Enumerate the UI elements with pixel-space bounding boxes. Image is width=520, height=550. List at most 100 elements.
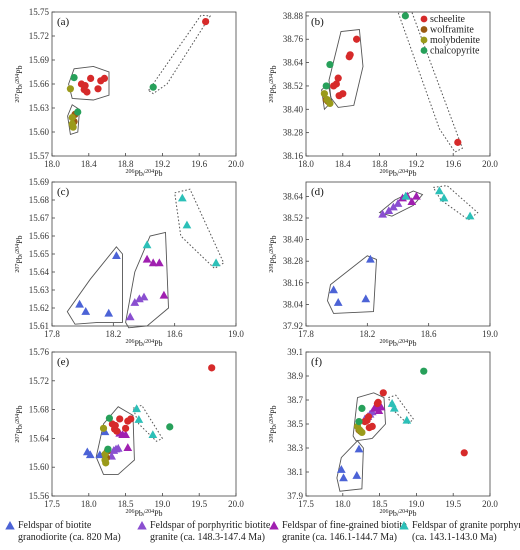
- x-tick-label: 19.0: [228, 329, 244, 339]
- series-biotite-granodiorite: [336, 444, 364, 482]
- y-tick-label: 15.66: [29, 231, 50, 241]
- series-molybdenite: [99, 424, 110, 467]
- legend-triangle: [269, 521, 279, 530]
- series-chalcopyrite: [355, 367, 428, 426]
- plot-frame: [305, 181, 491, 327]
- data-envelope-dotted: [147, 14, 212, 95]
- data-envelope: [66, 246, 123, 325]
- y-axis-label: 207Pb/204Pb: [15, 405, 24, 442]
- x-tick-label: 18.8: [372, 159, 388, 169]
- data-point-circle: [454, 138, 462, 146]
- data-point-triangle: [154, 258, 164, 267]
- data-point-triangle: [389, 202, 398, 211]
- y-axis-label: 207Pb/204Pb: [15, 235, 24, 272]
- series-granite-porphyry: [401, 186, 475, 220]
- x-axis-label: 206Pb/204Pb: [379, 509, 416, 518]
- panel-d: 17.8 18.2 18.6 19.0 37.92 38.04 38.16 38.28 38.4…: [269, 181, 498, 348]
- data-point-triangle: [366, 254, 375, 263]
- data-point-triangle: [412, 191, 421, 200]
- data-point-triangle: [339, 473, 348, 482]
- x-tick-label: 18.0: [298, 159, 314, 169]
- data-point-circle: [102, 459, 110, 467]
- data-point-circle: [122, 424, 130, 432]
- data-point-circle: [355, 418, 363, 426]
- series-scheelite: [77, 18, 210, 96]
- data-point-triangle: [104, 308, 114, 317]
- data-envelope: [125, 231, 169, 329]
- series-chalcopyrite: [104, 414, 174, 453]
- x-tick-label: 18.6: [167, 329, 183, 339]
- panel-c: 17.8 18.2 18.6 19.0 15.61 15.62 15.63 15.64 15.6…: [15, 177, 244, 348]
- series-molybdenite: [353, 422, 366, 436]
- data-point-circle: [113, 427, 121, 435]
- series-granite-porphyry: [132, 404, 158, 439]
- x-tick-label: 18.5: [372, 499, 388, 509]
- data-point-triangle: [134, 415, 144, 423]
- panel-label: (f): [311, 356, 322, 368]
- panel-a: 18.0 18.4 18.8 19.2 19.6 20.0 15.57 15.60 15.63 1…: [15, 7, 244, 178]
- x-tick-label: 20.0: [228, 159, 244, 169]
- data-point-triangle: [465, 211, 475, 220]
- data-point-triangle: [336, 465, 346, 473]
- data-point-circle: [69, 123, 77, 131]
- legend-label-line1: Feldspar of biotite: [18, 520, 92, 531]
- y-tick-label: 15.76: [29, 347, 50, 357]
- data-point-triangle: [121, 430, 130, 439]
- data-point-circle: [353, 35, 361, 43]
- plot-frame: [51, 351, 237, 497]
- x-tick-label: 18.2: [359, 329, 375, 339]
- y-tick-label: 15.61: [29, 321, 49, 331]
- data-point-circle: [358, 428, 366, 436]
- legend-marker: [420, 15, 428, 23]
- legend-label-line1: Feldspar of porphyritic biotite: [150, 520, 271, 531]
- data-point-circle: [94, 85, 102, 93]
- series-biotite-granodiorite: [329, 254, 375, 306]
- legend-label-line1: Feldspar of fine-grained biotite: [282, 520, 407, 531]
- plot-frame: [305, 351, 491, 497]
- data-point-circle: [368, 422, 376, 430]
- data-point-circle: [326, 99, 334, 108]
- y-axis-label: 207Pb/204Pb: [15, 65, 24, 102]
- data-point-triangle: [393, 199, 403, 207]
- data-envelope: [68, 65, 110, 101]
- y-tick-label: 38.3: [287, 443, 303, 453]
- y-tick-label: 15.69: [29, 177, 50, 187]
- series-chalcopyrite: [70, 74, 157, 116]
- y-tick-label: 38.40: [283, 235, 304, 245]
- panel-f: 17.5 18.0 18.5 19.0 19.5 20.0 37.9 38.1 38.3 38.5…: [269, 347, 498, 518]
- y-tick-label: 15.64: [29, 267, 50, 277]
- x-tick-label: 20.0: [482, 159, 498, 169]
- data-point-circle: [116, 415, 124, 423]
- series-chalcopyrite: [322, 12, 409, 90]
- x-axis-label: 206Pb/204Pb: [125, 509, 162, 518]
- data-point-triangle: [177, 193, 187, 202]
- data-point-triangle: [142, 254, 152, 263]
- data-envelope: [336, 440, 364, 492]
- data-point-triangle: [148, 258, 158, 267]
- data-point-triangle: [401, 191, 411, 200]
- data-point-triangle: [435, 186, 444, 195]
- y-tick-label: 38.16: [283, 278, 304, 288]
- y-tick-label: 15.66: [29, 79, 50, 89]
- x-tick-label: 17.5: [298, 499, 314, 509]
- x-tick-label: 18.0: [44, 159, 60, 169]
- y-tick-label: 15.67: [29, 213, 50, 223]
- data-point-circle: [420, 367, 428, 375]
- data-point-circle: [326, 60, 334, 69]
- x-tick-label: 20.0: [228, 499, 244, 509]
- y-tick-label: 15.72: [29, 376, 49, 386]
- x-tick-label: 18.2: [105, 329, 121, 339]
- data-point-circle: [322, 82, 330, 90]
- x-tick-label: 19.5: [445, 499, 461, 509]
- data-point-triangle: [123, 443, 133, 451]
- data-envelope-dotted: [132, 404, 164, 442]
- data-point-triangle: [142, 240, 152, 249]
- data-point-circle: [202, 18, 210, 26]
- series-molybdenite: [66, 85, 77, 131]
- x-tick-label: 19.2: [409, 159, 425, 169]
- data-point-circle: [361, 418, 369, 426]
- data-point-triangle: [85, 450, 95, 459]
- panel-label: (e): [57, 356, 70, 368]
- data-point-circle: [330, 82, 338, 90]
